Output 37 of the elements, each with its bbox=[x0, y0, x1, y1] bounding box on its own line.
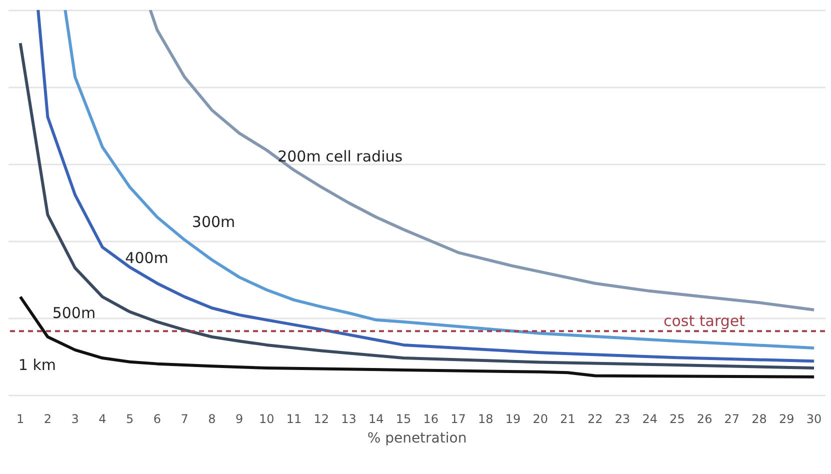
x-tick-label: 22 bbox=[587, 412, 603, 426]
x-tick-label: 9 bbox=[235, 412, 244, 426]
x-tick-label: 3 bbox=[71, 412, 79, 426]
x-tick-label: 16 bbox=[423, 412, 439, 426]
series-label: 300m bbox=[192, 212, 236, 231]
x-tick-label: 8 bbox=[208, 412, 216, 426]
x-tick-label: 17 bbox=[450, 412, 466, 426]
x-tick-label: 28 bbox=[752, 412, 767, 426]
x-tick-label: 15 bbox=[396, 412, 412, 426]
series-label: 1 km bbox=[18, 356, 56, 374]
x-tick-label: 11 bbox=[286, 412, 302, 426]
x-tick-label: 27 bbox=[724, 412, 740, 426]
x-tick-label: 10 bbox=[259, 412, 274, 426]
x-tick-label: 5 bbox=[126, 412, 134, 426]
x-tick-label: 19 bbox=[505, 412, 521, 426]
ref-line-label: cost target bbox=[664, 312, 746, 330]
x-tick-label: 21 bbox=[560, 412, 576, 426]
x-tick-label: 23 bbox=[614, 412, 630, 426]
x-tick-label: 7 bbox=[180, 412, 188, 426]
x-tick-label: 2 bbox=[44, 412, 52, 426]
x-tick-label: 13 bbox=[341, 412, 356, 426]
x-tick-label: 4 bbox=[98, 412, 106, 426]
series-label: 500m bbox=[52, 304, 96, 322]
x-tick-label: 26 bbox=[696, 412, 712, 426]
x-tick-label: 18 bbox=[478, 412, 494, 426]
x-tick-label: 1 bbox=[16, 412, 24, 426]
series-label: 200m cell radius bbox=[278, 147, 403, 166]
series-label: 400m bbox=[125, 248, 168, 267]
x-tick-label: 20 bbox=[532, 412, 548, 426]
x-tick-label: 12 bbox=[314, 412, 330, 426]
x-tick-label: 14 bbox=[368, 412, 384, 426]
x-tick-label: 29 bbox=[779, 412, 794, 426]
x-tick-label: 30 bbox=[806, 412, 822, 426]
x-tick-label: 6 bbox=[153, 412, 161, 426]
x-tick-label: 24 bbox=[642, 412, 658, 426]
x-axis-title: % penetration bbox=[367, 430, 467, 446]
x-tick-label: 25 bbox=[670, 412, 685, 426]
